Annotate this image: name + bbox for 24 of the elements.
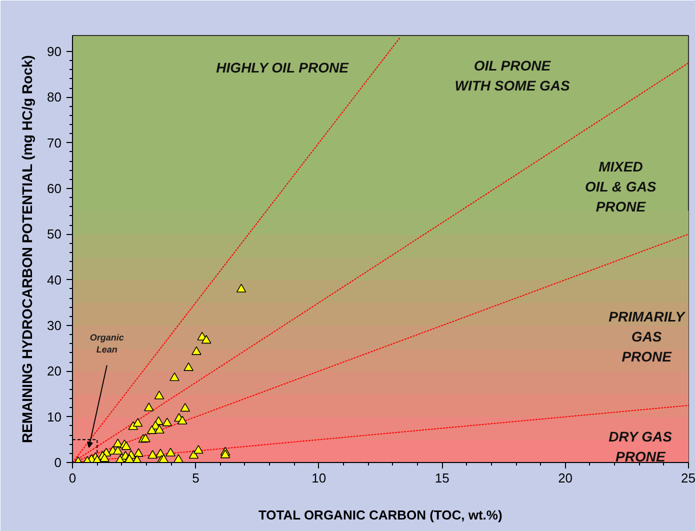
annotation: DRY GAS PRONE <box>608 428 673 465</box>
y-tick-label: 20 <box>47 364 62 379</box>
y-tick-label: 60 <box>47 180 62 196</box>
x-tick-label: 20 <box>558 470 573 486</box>
y-axis-title: REMAINING HYDROCARBON POTENTIAL (mg HC/g Rock) <box>19 55 36 444</box>
y-tick-label: 10 <box>47 409 62 424</box>
y-tick-label: 70 <box>47 135 62 150</box>
y-tick-label: 40 <box>47 272 62 288</box>
text: Organic Lean <box>90 332 124 354</box>
annotation: HIGHLY OIL PRONE <box>216 60 350 76</box>
x-tick-label: 0 <box>68 470 76 486</box>
y-tick-label: 80 <box>47 90 62 105</box>
y-tick-label: 50 <box>47 226 62 242</box>
x-tick-label: 25 <box>681 470 695 486</box>
y-tick-label: 0 <box>54 455 62 470</box>
x-tick-label: 15 <box>434 470 450 486</box>
x-tick-label: 10 <box>312 470 326 486</box>
annotation: OIL PRONE WITH SOME GAS <box>454 58 571 94</box>
x-axis-title: TOTAL ORGANIC CARBON (TOC, wt.%) <box>258 508 502 522</box>
annotation: PRIMARILY GAS PRONE <box>608 308 686 365</box>
y-tick-label: 30 <box>47 318 62 333</box>
annotation: MIXED OIL & GAS PRONE <box>584 158 657 215</box>
x-tick-label: 5 <box>192 470 200 486</box>
y-tick-label: 90 <box>47 44 62 59</box>
